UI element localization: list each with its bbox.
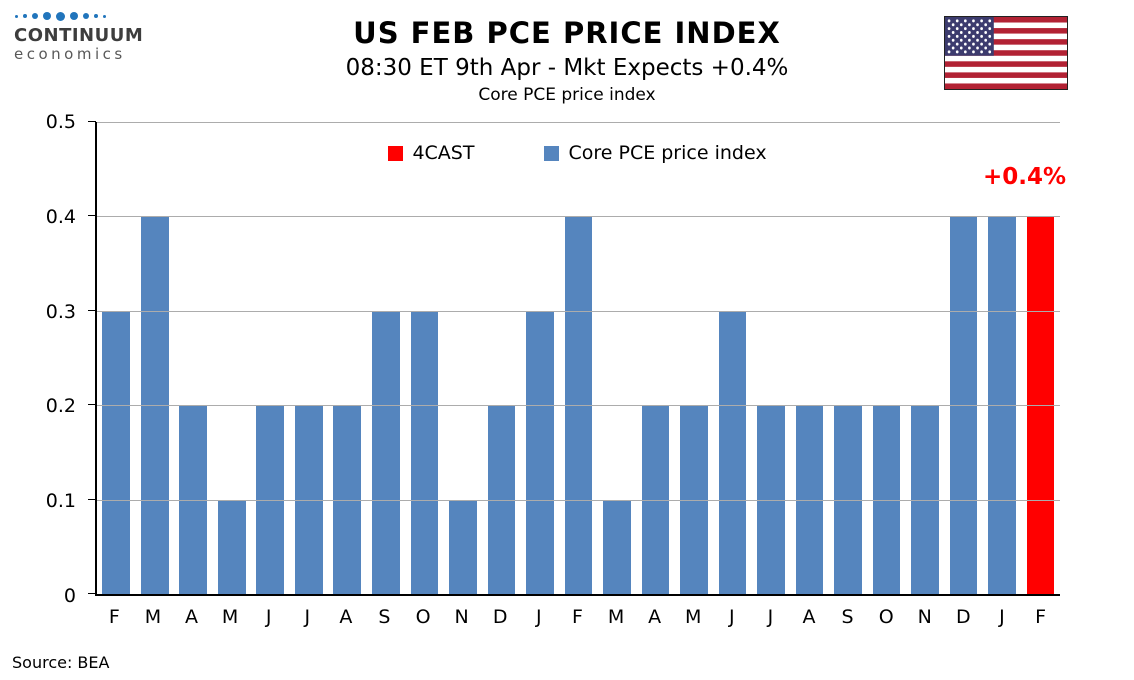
page-title: US FEB PCE PRICE INDEX (353, 16, 781, 50)
chart-title: Core PCE price index (478, 85, 656, 105)
bar (372, 310, 400, 594)
x-axis-category-label: A (802, 606, 816, 628)
bar-slot (251, 122, 290, 594)
bar-slot (1021, 122, 1060, 594)
bars (97, 122, 1060, 594)
bar-slot (636, 122, 675, 594)
y-axis-tick-label: 0.2 (45, 395, 76, 418)
x-axis-category-label: J (767, 606, 774, 628)
x-axis-category-label: N (917, 606, 932, 628)
plot-area (88, 121, 1060, 596)
y-axis-tick-label: 0 (63, 585, 76, 607)
x-axis-category-label: J (265, 606, 272, 628)
x-axis-category-label: N (454, 606, 469, 628)
bar-slot (559, 122, 598, 594)
bar-slot (675, 122, 714, 594)
y-axis-tickmark (88, 404, 96, 406)
y-axis-tick-label: 0.3 (45, 300, 76, 323)
gridline (97, 405, 1060, 407)
bar (526, 310, 554, 594)
y-axis-tickmark (88, 309, 96, 311)
bar (718, 310, 747, 594)
y-axis-tick-label: 0.4 (45, 205, 76, 228)
x-axis-category-label: O (878, 606, 894, 628)
logo-line1: CONTINUUM (14, 25, 144, 46)
bar-slot (290, 122, 329, 594)
bar-slot (829, 122, 868, 594)
legend-label: Core PCE price index (568, 142, 767, 164)
chart-legend: 4CAST Core PCE price index (95, 142, 1060, 164)
us-flag-icon (944, 16, 1068, 90)
x-axis-category-label: D (492, 606, 508, 628)
bar-slot (174, 122, 213, 594)
x-axis-category-label: F (1035, 606, 1047, 628)
bar-slot (521, 122, 560, 594)
bar-slot (906, 122, 945, 594)
bar-slot (713, 122, 752, 594)
x-axis-category-label: J (536, 606, 542, 628)
bar (410, 310, 439, 594)
x-axis-category-label: A (339, 606, 353, 628)
logo-line2: economics (14, 45, 126, 63)
x-axis-category-label: M (607, 606, 625, 628)
x-axis-category-label: O (415, 606, 431, 628)
bar (603, 499, 631, 594)
y-axis-tickmark (88, 593, 96, 594)
x-axis-category-label: F (108, 606, 120, 628)
forecast-annotation: +0.4% (982, 164, 1066, 190)
bar-slot (444, 122, 483, 594)
legend-swatch (544, 145, 560, 161)
x-axis-category-label: A (184, 606, 198, 628)
x-axis-category-label: F (571, 606, 583, 628)
bar-slot (213, 122, 252, 594)
bar-slot (405, 122, 444, 594)
x-axis-category-label: J (999, 606, 1005, 628)
y-axis-tick-label: 0.5 (45, 111, 76, 133)
x-axis-category-label: A (648, 606, 662, 628)
x-axis-category-label: J (728, 606, 735, 628)
continuum-economics-logo: CONTINUUM economics (14, 10, 143, 63)
legend-label: 4CAST (412, 142, 475, 164)
y-axis-tickmark (88, 215, 96, 217)
bar (217, 499, 246, 594)
legend-item: Core PCE price index (544, 142, 767, 164)
x-axis-category-label: D (956, 606, 971, 628)
header-titles: US FEB PCE PRICE INDEX 08:30 ET 9th Apr … (170, 16, 964, 105)
bar-slot (944, 122, 983, 594)
logo-dots-icon (15, 10, 143, 22)
gridline (97, 216, 1060, 218)
bar-slot (983, 122, 1022, 594)
x-axis-category-label: M (685, 606, 702, 628)
page-subtitle: 08:30 ET 9th Apr - Mkt Expects +0.4% (345, 55, 789, 81)
gridline (97, 310, 1060, 312)
x-axis-category-label: M (144, 606, 162, 628)
bar-slot (328, 122, 367, 594)
bar-slot (136, 122, 175, 594)
bar-slot (367, 122, 406, 594)
legend-swatch (388, 145, 404, 161)
bar-slot (97, 122, 136, 594)
legend-item: 4CAST (388, 142, 474, 164)
bar-slot (482, 122, 521, 594)
y-axis-tickmark (88, 498, 96, 500)
x-axis-category-label: S (378, 606, 391, 628)
x-axis-category-label: S (841, 606, 854, 628)
source-note: Source: BEA (12, 653, 110, 672)
y-axis-labels: 0 0.1 0.2 0.3 0.4 0.5 (28, 111, 86, 607)
bar-slot (867, 122, 906, 594)
bar (449, 499, 477, 594)
bar-slot (790, 122, 829, 594)
bar (102, 310, 131, 594)
gridline (97, 122, 1060, 123)
x-axis-category-label: M (221, 606, 239, 628)
bar-slot (598, 122, 637, 594)
y-axis-tick-label: 0.1 (45, 490, 76, 513)
x-axis-category-label: J (304, 606, 311, 628)
y-axis-tickmark (88, 121, 96, 122)
bar-slot (752, 122, 791, 594)
gridline (97, 499, 1060, 501)
